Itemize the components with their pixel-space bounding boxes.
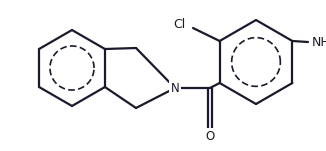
Text: Cl: Cl (173, 18, 185, 31)
Text: NH₂: NH₂ (312, 35, 326, 48)
Text: N: N (170, 82, 179, 95)
Text: O: O (205, 130, 215, 143)
